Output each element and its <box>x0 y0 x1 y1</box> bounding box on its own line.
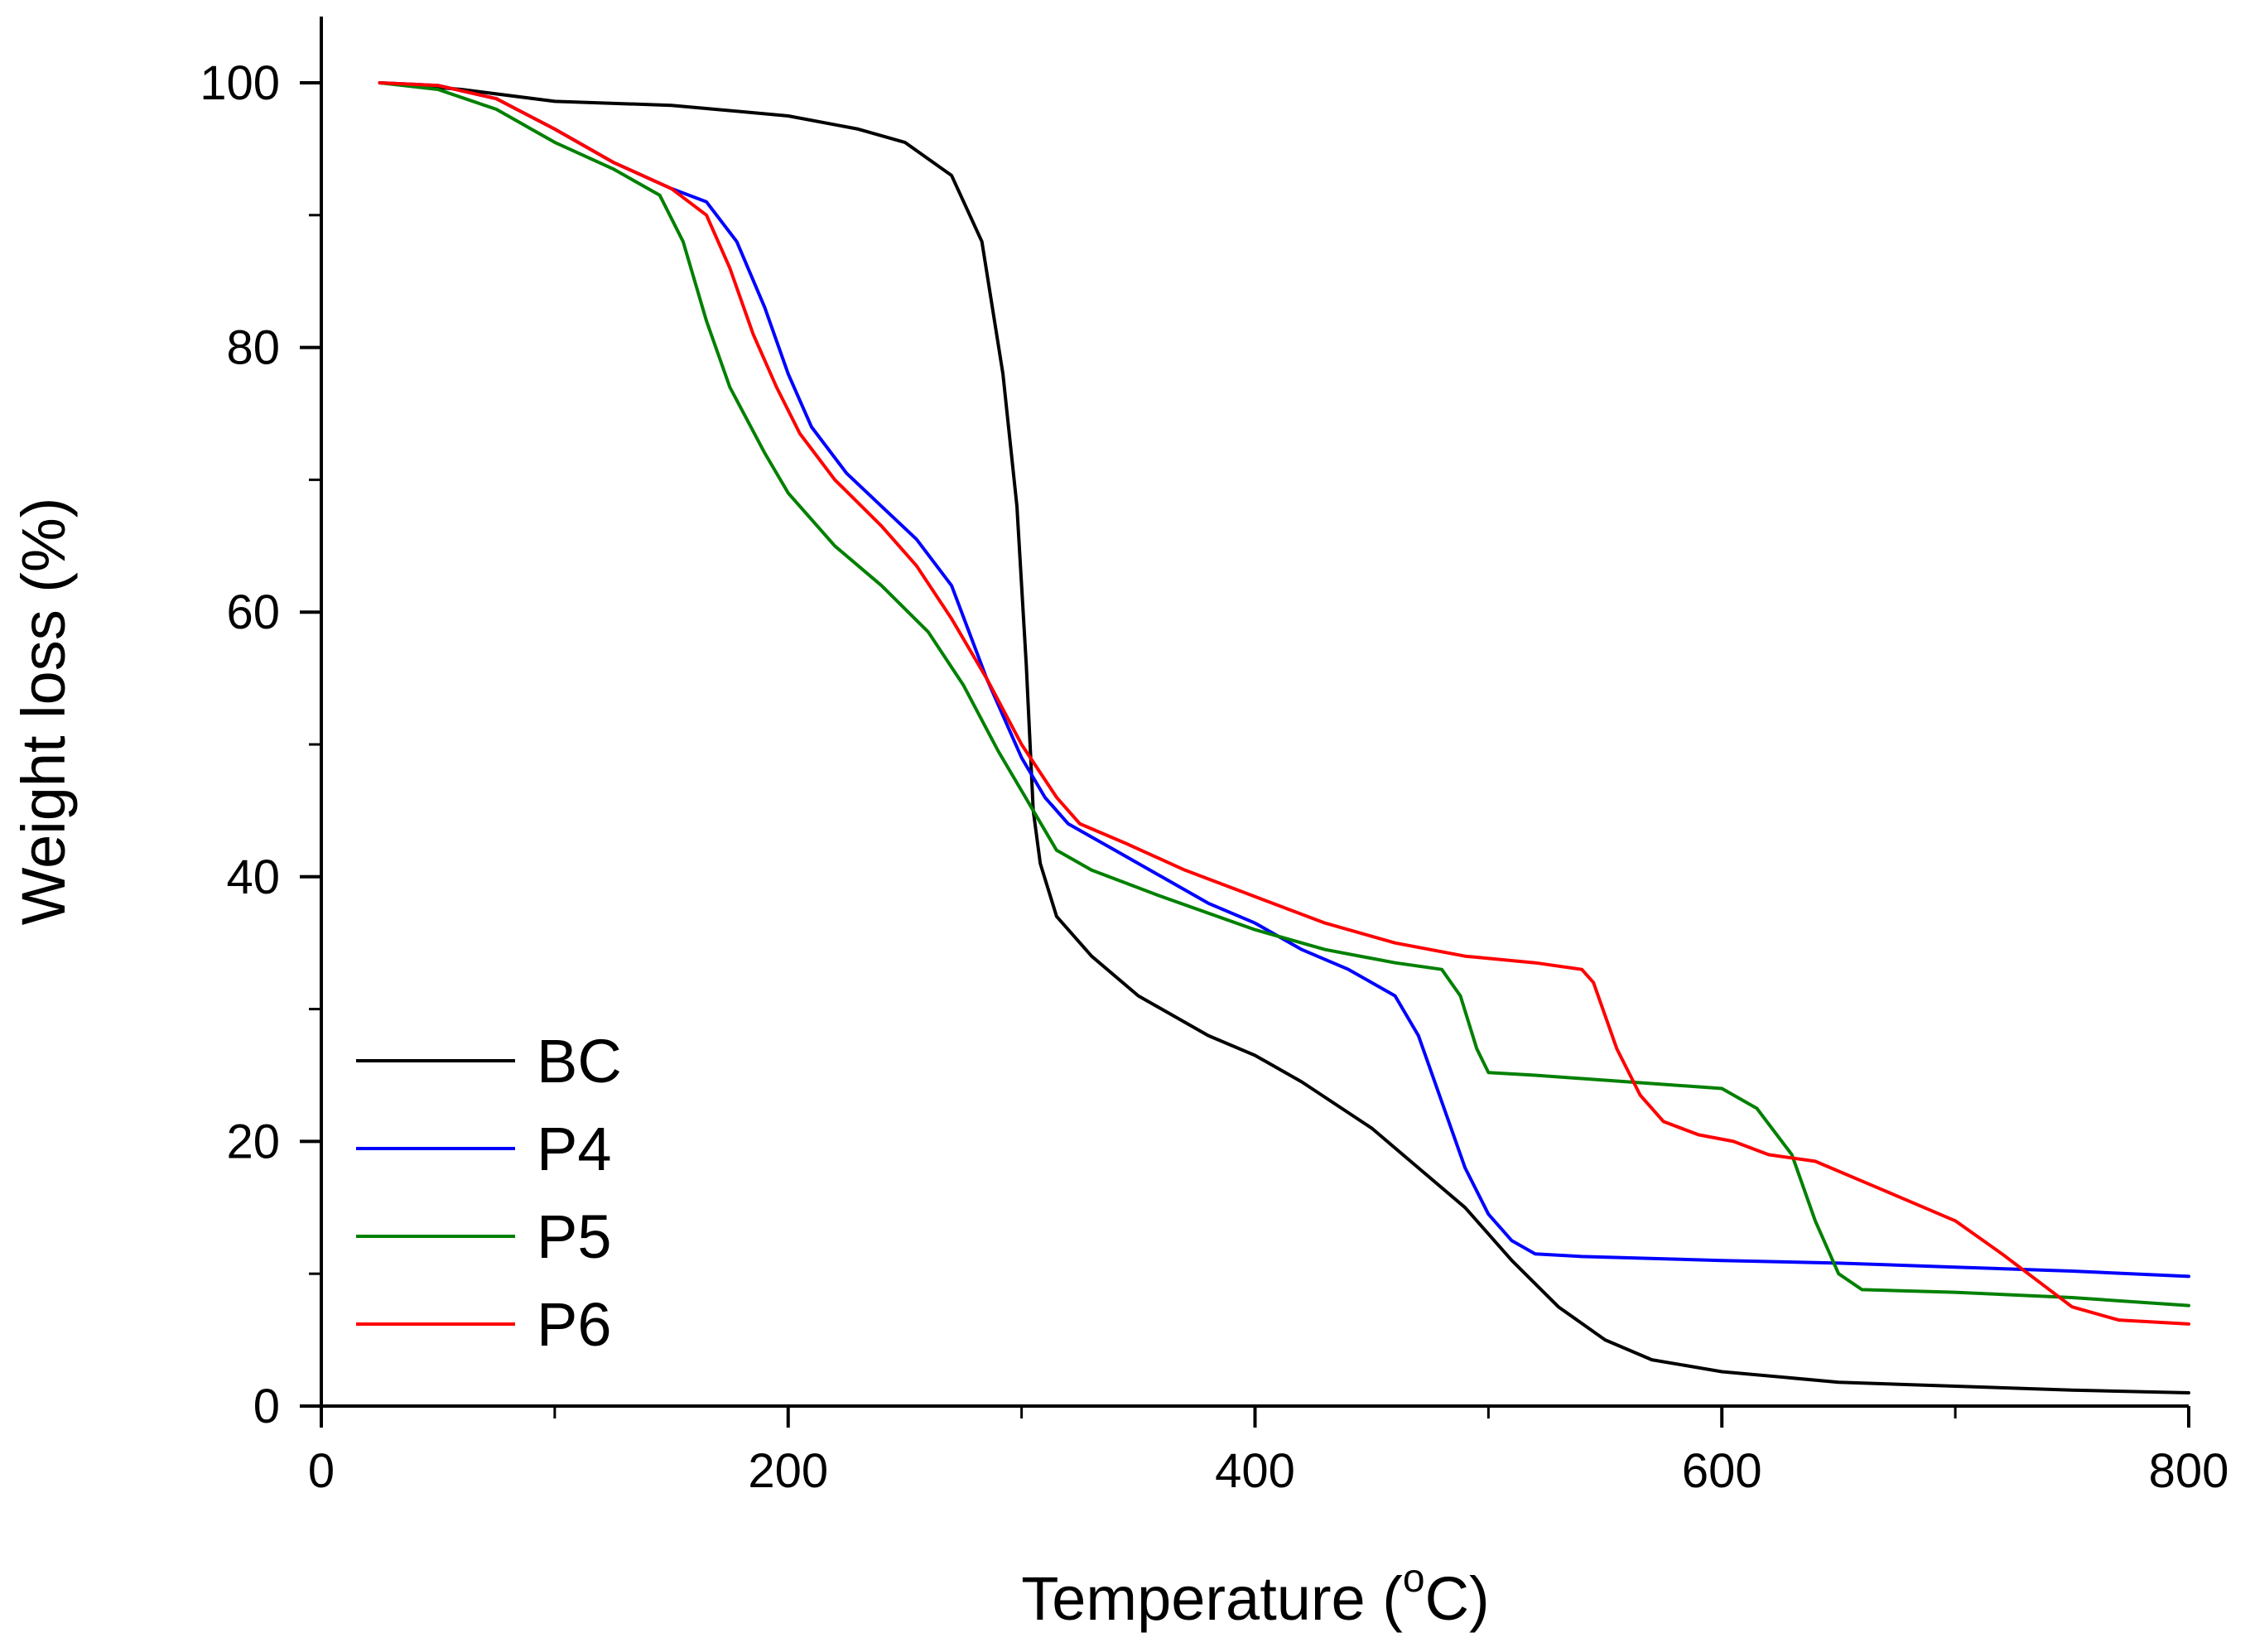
x-tick-label: 200 <box>748 1444 828 1498</box>
legend-label-p4: P4 <box>537 1115 612 1183</box>
x-tick-label: 0 <box>308 1444 335 1498</box>
x-tick-label: 800 <box>2149 1444 2229 1498</box>
legend-label-bc: BC <box>537 1027 622 1096</box>
legend-label-p6: P6 <box>537 1290 612 1359</box>
series-line-p4 <box>378 81 2190 1279</box>
x-axis-title-superscript: o <box>1403 1557 1425 1601</box>
series-line-p5 <box>378 81 2190 1308</box>
series-line-p6 <box>378 81 2190 1326</box>
ticks-layer: 0 200 400 600 800 0 20 40 60 80 100 <box>200 56 2228 1498</box>
x-axis-title-main: Temperature ( <box>1021 1564 1403 1633</box>
y-tick-label: 20 <box>226 1115 280 1168</box>
y-tick-label: 0 <box>253 1380 280 1433</box>
x-tick-label: 400 <box>1215 1444 1295 1498</box>
x-axis-title: Temperature (oC) <box>1021 1557 1489 1633</box>
x-tick-label: 600 <box>1682 1444 1762 1498</box>
legend-label-p5: P5 <box>537 1202 612 1271</box>
x-axis-title-unit: C) <box>1425 1564 1490 1633</box>
legend: BC P4 P5 P6 <box>356 1027 622 1359</box>
y-tick-label: 60 <box>226 585 280 639</box>
y-tick-label: 40 <box>226 850 280 904</box>
y-axis-title: Weight loss (%) <box>9 498 78 926</box>
y-tick-label: 80 <box>226 321 280 375</box>
y-tick-label: 100 <box>200 56 280 110</box>
series-line-bc <box>378 81 2190 1394</box>
series-layer <box>378 81 2190 1394</box>
